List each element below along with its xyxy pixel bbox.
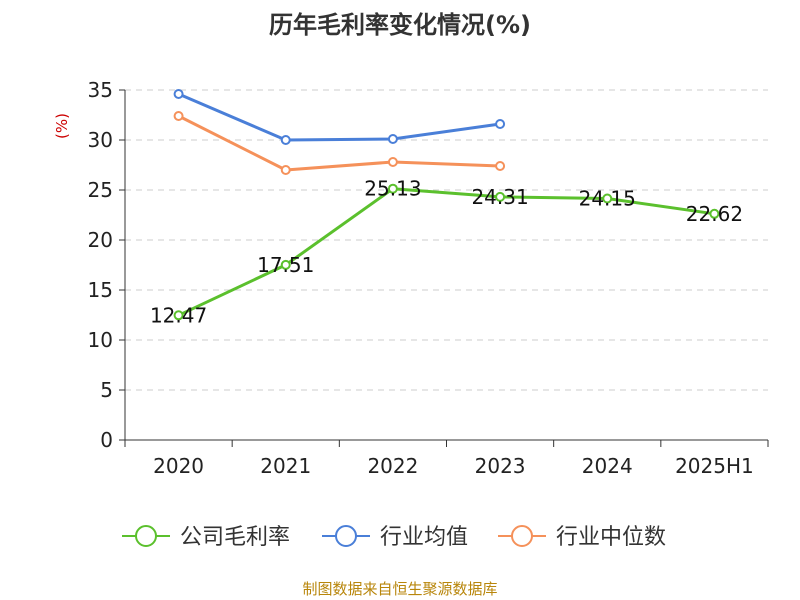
x-tick-label: 2025H1: [675, 454, 754, 478]
legend: 公司毛利率 行业均值 行业中位数: [122, 525, 666, 550]
x-tick-label: 2020: [153, 454, 204, 478]
data-label: 24.15: [579, 187, 636, 211]
data-point: [173, 310, 184, 321]
series-line: [177, 187, 715, 317]
data-label: 17.51: [257, 253, 314, 277]
data-label: 12.47: [150, 303, 207, 327]
y-tick-label: 20: [88, 228, 113, 252]
legend-marker: [335, 525, 357, 547]
y-axis-unit: (%): [53, 113, 71, 139]
series-group: [173, 89, 720, 321]
grid-lines: [125, 89, 768, 391]
legend-label: 行业中位数: [556, 525, 666, 550]
legend-label: 公司毛利率: [180, 525, 290, 550]
x-tick-label: 2021: [260, 454, 311, 478]
y-tick-label: 0: [100, 428, 113, 452]
legend-marker: [511, 525, 533, 547]
y-tick-label: 10: [88, 328, 113, 352]
legend-label: 行业均值: [380, 525, 468, 550]
data-label: 24.31: [471, 185, 528, 209]
data-labels: 12.47 17.51 25.13 24.31 24.15 22.62: [150, 177, 743, 328]
y-tick-label: 15: [88, 278, 113, 302]
data-point: [387, 183, 398, 194]
data-point: [602, 193, 613, 204]
y-tick-label: 5: [100, 378, 113, 402]
data-point: [173, 89, 184, 99]
data-point: [387, 157, 398, 167]
data-point: [495, 161, 506, 171]
data-point: [495, 119, 506, 129]
y-tick-label: 25: [88, 178, 113, 202]
y-tick-label: 35: [88, 78, 113, 102]
legend-marker: [135, 525, 157, 547]
data-point: [387, 134, 398, 144]
x-tick-label: 2023: [475, 454, 526, 478]
data-label: 22.62: [686, 202, 743, 226]
data-point: [495, 191, 506, 202]
chart-title: 历年毛利率变化情况(%): [269, 11, 531, 39]
data-point: [280, 165, 291, 175]
data-point: [280, 259, 291, 270]
data-label: 25.13: [364, 177, 421, 201]
series-line: [177, 92, 501, 142]
data-point: [280, 135, 291, 145]
data-point: [173, 111, 184, 121]
source-note: 制图数据来自恒生聚源数据库: [302, 580, 497, 598]
x-tick-label: 2024: [582, 454, 633, 478]
axes: 0 5 10 15 20 25 30 35 2020 2021 2022 2023 2024 2025H1: [88, 78, 769, 478]
x-tick-label: 2022: [367, 454, 418, 478]
data-point: [709, 208, 720, 219]
y-tick-label: 30: [88, 128, 113, 152]
series-line: [177, 114, 501, 172]
